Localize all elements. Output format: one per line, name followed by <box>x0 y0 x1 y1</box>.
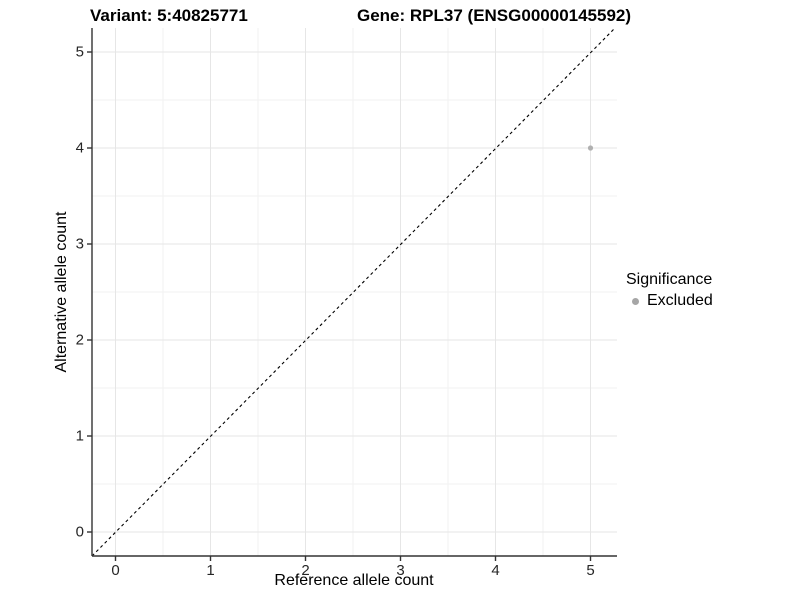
identity-dashed-line <box>91 27 616 557</box>
plot-title-gene: Gene: RPL37 (ENSG00000145592) <box>357 6 632 25</box>
x-tick-label: 1 <box>206 562 215 579</box>
legend: Significance Excluded <box>626 271 713 310</box>
y-axis-title: Alternative allele count <box>53 211 70 373</box>
data-point <box>587 145 594 151</box>
legend-point-icon <box>632 297 639 305</box>
y-tick-label: 3 <box>75 235 84 253</box>
plot-title-variant: Variant: 5:40825771 <box>90 6 248 25</box>
x-tick-label: 2 <box>301 562 310 579</box>
legend-item-excluded: Excluded <box>626 292 713 310</box>
y-tick-label: 2 <box>75 331 84 349</box>
x-axis-title: Reference allele count <box>274 572 434 589</box>
y-tick-label: 5 <box>75 43 84 61</box>
legend-item-label: Excluded <box>647 292 713 309</box>
legend-title: Significance <box>626 271 713 288</box>
y-tick-label: 4 <box>75 139 84 157</box>
y-tick-label: 1 <box>75 427 84 445</box>
y-tick-label: 0 <box>75 523 84 541</box>
x-tick-label: 4 <box>491 562 500 579</box>
x-tick-label: 0 <box>111 562 120 579</box>
x-tick-label: 3 <box>396 562 405 579</box>
x-tick-label: 5 <box>586 562 595 579</box>
